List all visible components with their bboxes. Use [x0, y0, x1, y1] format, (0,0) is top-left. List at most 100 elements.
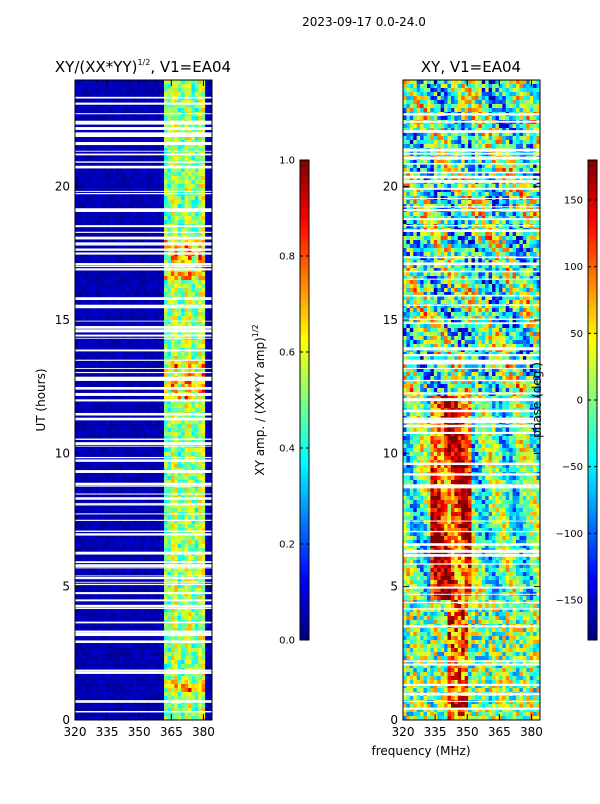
- heat-cell: [140, 372, 144, 377]
- heat-cell: [109, 504, 114, 509]
- heat-cell: [150, 88, 155, 93]
- heat-cell: [126, 520, 131, 525]
- heat-cell: [116, 480, 120, 485]
- heat-cell: [174, 352, 179, 357]
- heat-cell: [122, 100, 127, 105]
- heat-cell: [122, 256, 127, 261]
- heat-cell: [157, 212, 162, 217]
- heat-cell: [88, 92, 93, 97]
- heat-cell: [143, 360, 148, 365]
- heat-cell: [160, 128, 165, 133]
- heat-cell: [133, 256, 138, 261]
- heat-cell: [78, 220, 83, 225]
- heat-cell: [198, 432, 203, 437]
- heat-cell: [136, 180, 141, 185]
- heat-cell: [205, 524, 209, 529]
- heat-cell: [181, 100, 185, 105]
- heat-cell: [98, 380, 103, 385]
- heat-cell: [112, 212, 117, 217]
- heat-cell: [208, 212, 212, 217]
- heat-cell: [81, 368, 86, 373]
- heat-cell: [167, 396, 172, 401]
- heat-cell: [81, 168, 86, 173]
- heat-cell: [170, 432, 175, 437]
- heat-cell: [81, 240, 86, 245]
- heat-cell: [191, 108, 196, 113]
- heat-cell: [174, 108, 179, 113]
- heat-cell: [119, 356, 124, 361]
- heat-cell: [129, 464, 134, 469]
- heat-cell: [75, 388, 79, 393]
- heat-cell: [205, 148, 209, 153]
- heat-cell: [88, 284, 93, 289]
- heat-cell: [102, 372, 107, 377]
- heat-cell: [208, 396, 212, 401]
- heat-cell: [109, 520, 114, 525]
- heat-cell: [205, 360, 209, 365]
- heat-cell: [184, 572, 189, 577]
- heat-cell: [160, 428, 165, 433]
- heat-cell: [126, 408, 131, 413]
- heat-cell: [191, 116, 196, 121]
- heat-cell: [150, 400, 155, 405]
- heat-cell: [150, 368, 155, 373]
- heat-cell: [146, 508, 151, 513]
- heat-cell: [188, 184, 192, 189]
- heat-cell: [119, 200, 124, 205]
- heat-cell: [102, 464, 107, 469]
- heat-cell: [198, 320, 203, 325]
- heat-cell: [116, 260, 120, 265]
- heat-cell: [105, 504, 110, 509]
- heat-cell: [153, 540, 158, 545]
- heat-cell: [188, 100, 192, 105]
- heat-cell: [150, 356, 155, 361]
- heat-cell: [88, 104, 93, 109]
- heat-cell: [112, 528, 117, 533]
- heat-cell: [191, 524, 196, 529]
- heat-cell: [191, 540, 196, 545]
- heat-cell: [75, 568, 79, 573]
- heat-cell: [95, 420, 100, 425]
- heat-cell: [143, 556, 148, 561]
- heat-cell: [85, 188, 90, 193]
- heat-cell: [105, 556, 110, 561]
- heat-cell: [157, 400, 162, 405]
- heat-cell: [181, 292, 185, 297]
- heat-cell: [150, 204, 155, 209]
- heat-cell: [122, 288, 127, 293]
- heat-cell: [140, 544, 144, 549]
- heat-cell: [146, 520, 151, 525]
- heat-cell: [102, 572, 107, 577]
- heat-cell: [157, 516, 162, 521]
- heat-cell: [167, 556, 172, 561]
- heat-cell: [184, 504, 189, 509]
- heat-cell: [198, 356, 203, 361]
- heat-cell: [81, 284, 86, 289]
- heat-cell: [119, 168, 124, 173]
- heat-cell: [174, 320, 179, 325]
- heat-cell: [146, 364, 151, 369]
- heat-cell: [143, 200, 148, 205]
- heat-cell: [164, 536, 168, 541]
- heat-cell: [116, 432, 120, 437]
- heat-cell: [177, 340, 182, 345]
- heat-cell: [105, 288, 110, 293]
- heat-cell: [208, 84, 212, 89]
- heat-cell: [146, 216, 151, 221]
- heat-cell: [198, 480, 203, 485]
- heat-cell: [177, 448, 182, 453]
- heat-cell: [136, 464, 141, 469]
- heat-cell: [184, 488, 189, 493]
- heat-cell: [170, 92, 175, 97]
- heat-cell: [191, 568, 196, 573]
- heat-cell: [170, 88, 175, 93]
- heat-cell: [146, 476, 151, 481]
- heat-cell: [81, 464, 86, 469]
- heat-cell: [136, 404, 141, 409]
- heat-cell: [85, 240, 90, 245]
- heat-cell: [174, 536, 179, 541]
- heat-cell: [174, 408, 179, 413]
- heat-cell: [102, 104, 107, 109]
- heat-cell: [126, 256, 131, 261]
- heat-cell: [129, 432, 134, 437]
